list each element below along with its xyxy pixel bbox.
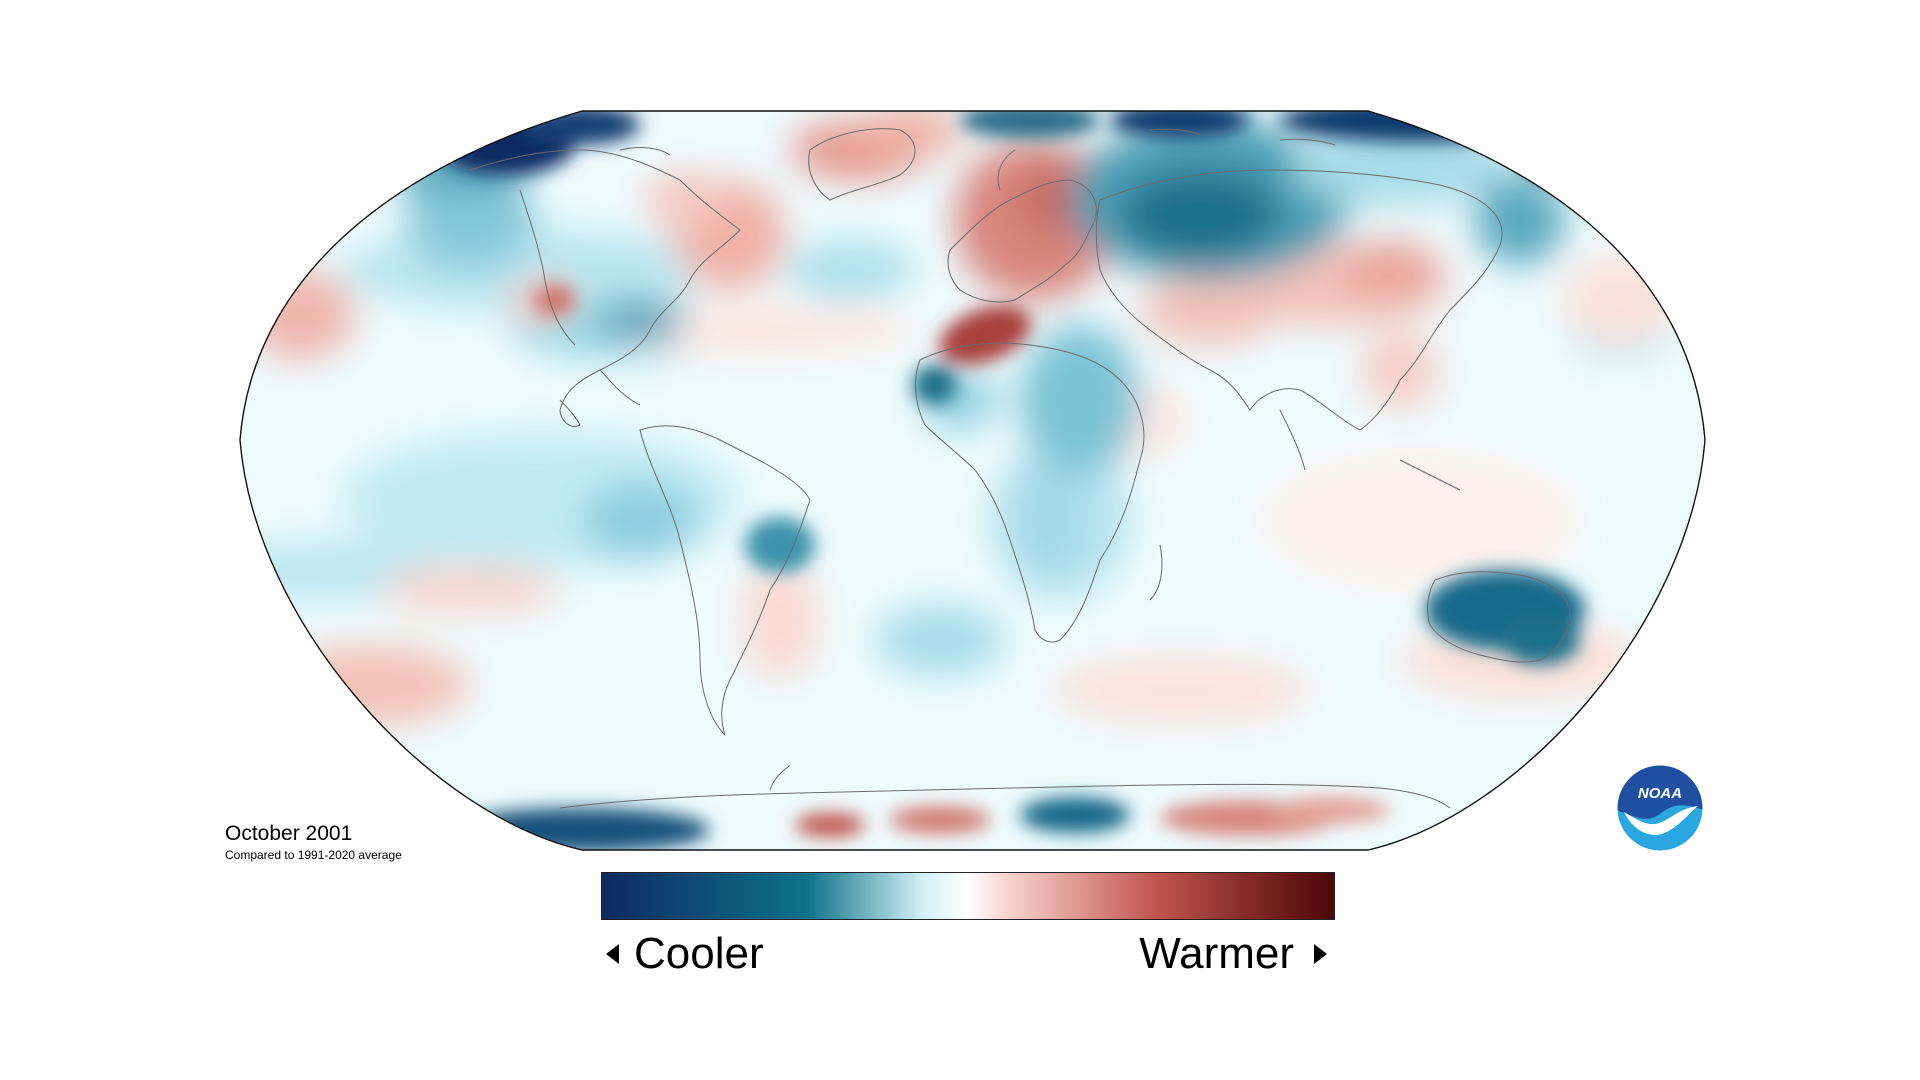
right-arrow-icon bbox=[1314, 944, 1327, 964]
color-legend-bar bbox=[601, 872, 1335, 920]
noaa-logo-text: NOAA bbox=[1638, 785, 1682, 802]
coastlines bbox=[469, 128, 1653, 809]
period-title: October 2001 bbox=[225, 822, 353, 845]
globe bbox=[240, 111, 1705, 850]
map-caption: October 2001 Compared to 1991-2020 avera… bbox=[225, 822, 402, 863]
legend-low-label: Cooler bbox=[634, 929, 764, 978]
comparison-note: Compared to 1991-2020 average bbox=[225, 848, 402, 862]
legend-high-label: Warmer bbox=[1139, 929, 1294, 978]
noaa-logo-icon: NOAA bbox=[1616, 764, 1704, 852]
left-arrow-icon bbox=[606, 944, 619, 964]
map-outline bbox=[239, 110, 1706, 851]
